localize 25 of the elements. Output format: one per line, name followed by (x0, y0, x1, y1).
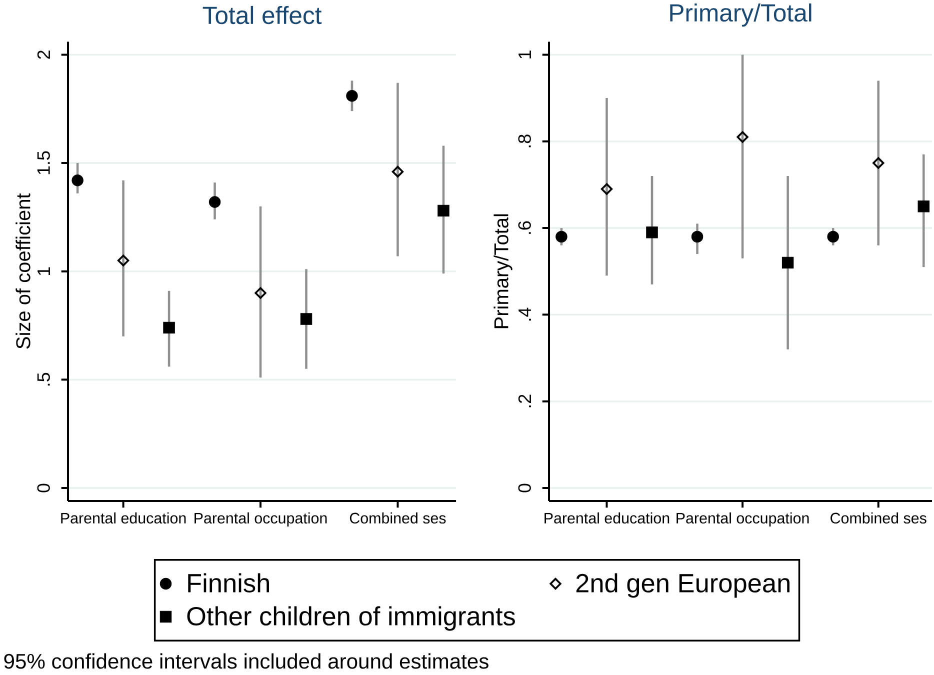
chart-title: Total effect (202, 6, 322, 24)
legend-label: 2nd gen European (576, 573, 790, 598)
y-tick-label: 1 (518, 50, 531, 58)
y-tick-label: 1 (38, 267, 50, 275)
chart-title: Primary/Total (670, 3, 812, 27)
legend-label: Finnish (188, 573, 269, 592)
y-tick-label: .4 (518, 308, 531, 321)
y-tick-label: .8 (518, 134, 531, 148)
legend-label: Other children of immigrants (187, 606, 515, 631)
y-tick-label: .6 (518, 221, 531, 234)
x-tick-label: Parental occupation (194, 512, 327, 527)
y-tick-label: 0 (37, 484, 50, 492)
y-axis-title: Primary/Total (494, 214, 512, 328)
y-tick-label: 2 (37, 50, 50, 59)
x-tick-label: Combined ses (350, 512, 446, 524)
x-tick-label: Parental education (61, 512, 186, 524)
x-tick-label: Combined ses (830, 512, 926, 524)
y-tick-label: .2 (518, 394, 531, 408)
x-tick-label: Parental occupation (676, 512, 809, 527)
text: 95% confidence intervals included around estimates (4, 653, 488, 669)
y-tick-label: 0 (518, 484, 531, 492)
y-axis-title: Size of coefficient (16, 193, 30, 349)
y-tick-label: 1.5 (37, 151, 50, 174)
y-tick-label: .5 (37, 372, 50, 386)
x-tick-label: Parental education (544, 512, 670, 524)
